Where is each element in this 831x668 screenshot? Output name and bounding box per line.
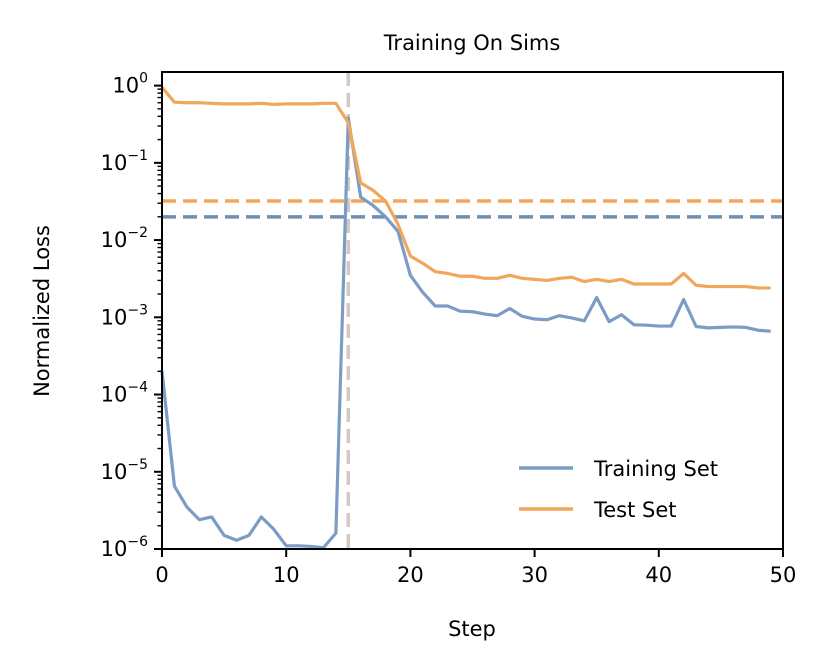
y-axis-ticks: 100 10−1 10−2 10−3 10−4 10−5 10−6 [101, 71, 162, 561]
y-axis-title: Normalized Loss [30, 225, 54, 397]
y-tick-label: 10−6 [101, 534, 148, 561]
y-tick-label: 10−3 [101, 302, 148, 329]
y-tick-label: 10−1 [101, 148, 148, 175]
legend-label: Test Set [593, 498, 677, 522]
chart-title: Training On Sims [383, 31, 561, 55]
series-line-test-set [160, 86, 771, 290]
y-tick-label: 100 [112, 71, 148, 98]
x-tick-label: 10 [273, 563, 300, 587]
legend-label: Training Set [593, 457, 718, 481]
x-tick-label: 30 [521, 563, 548, 587]
y-tick-label: 10−2 [101, 225, 148, 252]
y-tick-label: 10−4 [101, 380, 148, 407]
x-axis-title: Step [448, 617, 496, 641]
plot-frame [161, 71, 784, 550]
reference-lines [162, 72, 783, 549]
x-tick-label: 0 [155, 563, 168, 587]
series-line-training-set [160, 116, 771, 550]
x-tick-label: 40 [645, 563, 672, 587]
x-tick-label: 20 [397, 563, 424, 587]
legend: Training Set Test Set [519, 457, 718, 522]
series-lines [160, 86, 771, 550]
y-tick-label: 10−5 [101, 457, 148, 484]
x-axis-ticks: 0 10 20 30 40 50 [155, 549, 796, 587]
x-tick-label: 50 [770, 563, 797, 587]
